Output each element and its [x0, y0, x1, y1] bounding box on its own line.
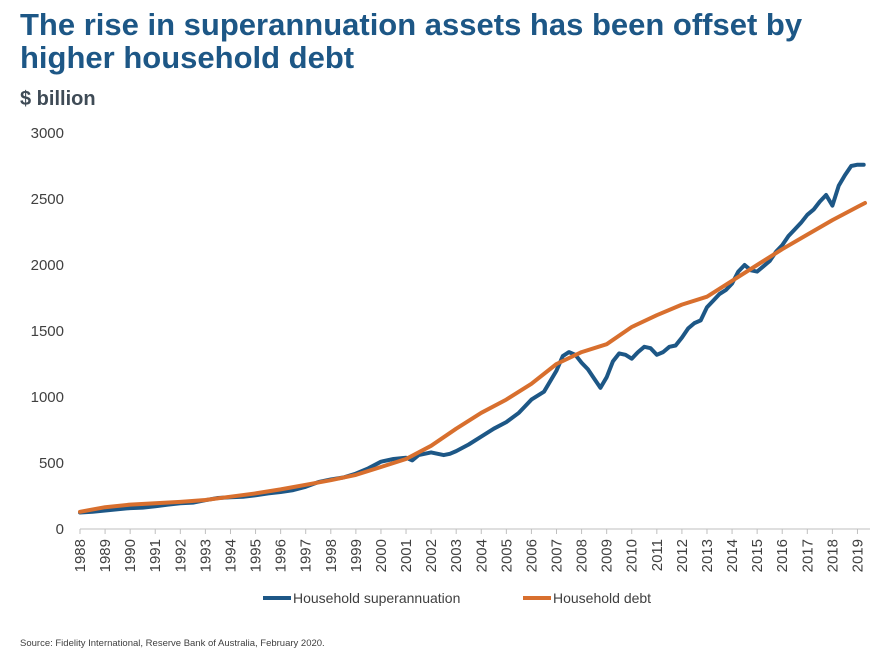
x-tick-label: 1993 [197, 539, 214, 572]
x-tick-label: 2014 [724, 539, 741, 572]
y-tick-label: 2000 [31, 257, 64, 274]
series-line-household-superannuation [78, 162, 866, 515]
legend-label: Household superannuation [293, 590, 460, 606]
x-tick-label: 2017 [799, 539, 816, 572]
x-tick-label: 2004 [473, 539, 490, 572]
x-tick-label: 1992 [172, 539, 189, 572]
source-note: Source: Fidelity International, Reserve … [20, 638, 325, 649]
x-tick-label: 1995 [248, 539, 265, 572]
x-tick-label: 2010 [624, 539, 641, 572]
x-tick-label: 2015 [749, 539, 766, 572]
x-tick-label: 2002 [423, 539, 440, 572]
x-tick-label: 1994 [222, 539, 239, 572]
x-tick-label: 2019 [849, 539, 866, 572]
x-tick-label: 2007 [549, 539, 566, 572]
x-tick-label: 2001 [398, 539, 415, 572]
series-line-household-debt [78, 201, 867, 514]
x-tick-label: 1998 [323, 539, 340, 572]
x-tick-label: 1991 [147, 539, 164, 572]
x-tick-label: 1997 [298, 539, 315, 572]
x-tick-label: 1996 [273, 539, 290, 572]
y-tick-label: 2500 [31, 191, 64, 208]
x-tick-label: 2000 [373, 539, 390, 572]
x-tick-label: 2003 [448, 539, 465, 572]
y-tick-label: 3000 [31, 125, 64, 142]
y-tick-label: 500 [39, 455, 64, 472]
x-tick-label: 2008 [574, 539, 591, 572]
chart-title: The rise in superannuation assets has be… [20, 7, 803, 75]
x-tick-label: 2006 [523, 539, 540, 572]
x-tick-label: 1999 [348, 539, 365, 572]
x-tick-label: 2016 [774, 539, 791, 572]
y-tick-label: 0 [56, 521, 64, 538]
x-tick-label: 2009 [599, 539, 616, 572]
x-tick-label: 2012 [674, 539, 691, 572]
x-tick-label: 1989 [97, 539, 114, 572]
y-tick-label: 1500 [31, 323, 64, 340]
y-tick-label: 1000 [31, 389, 64, 406]
x-tick-label: 1990 [122, 539, 139, 572]
x-tick-label: 2011 [649, 539, 666, 571]
x-tick-label: 2013 [699, 539, 716, 572]
x-tick-label: 2005 [498, 539, 515, 572]
y-axis-unit: $ billion [20, 88, 96, 110]
x-tick-label: 1988 [72, 539, 89, 572]
legend-label: Household debt [553, 590, 651, 606]
x-tick-label: 2018 [824, 539, 841, 572]
